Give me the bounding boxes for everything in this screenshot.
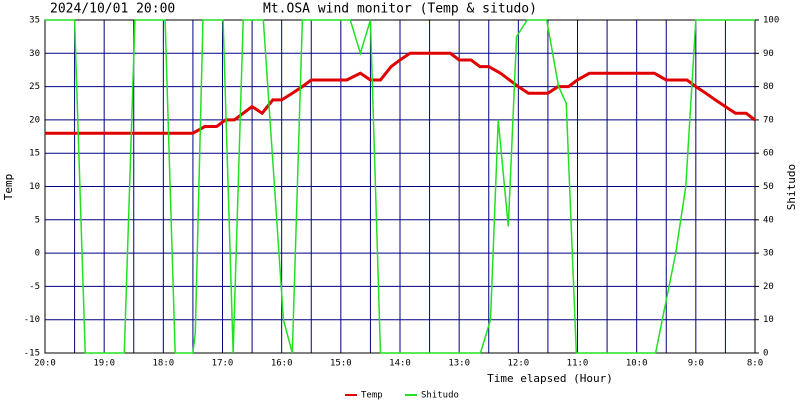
y2-tick-label: 90 (763, 49, 774, 59)
x-tick-label: 16:0 (271, 359, 293, 369)
y2-tick-label: 100 (763, 16, 779, 26)
y-axis-label: Temp (2, 174, 15, 201)
y-tick-label: 20 (29, 115, 40, 125)
x-tick-label: 14:0 (389, 359, 411, 369)
y-tick-label: 10 (29, 182, 40, 192)
y2-axis-label: Shitudo (785, 164, 798, 210)
x-tick-label: 12:0 (507, 359, 529, 369)
y2-tick-label: 40 (763, 215, 774, 225)
y-tick-label: 25 (29, 82, 40, 92)
y2-tick-label: 50 (763, 182, 774, 192)
x-tick-label: 9:0 (688, 359, 704, 369)
y2-tick-label: 30 (763, 249, 774, 259)
series-line (45, 51, 756, 135)
y-tick-label: -5 (29, 282, 40, 292)
x-tick-label: 11:0 (567, 359, 589, 369)
y2-tick-label: 80 (763, 82, 774, 92)
y-tick-label: -10 (24, 315, 40, 325)
y2-tick-label: 10 (763, 315, 774, 325)
y-tick-label: 5 (35, 215, 40, 225)
x-tick-label: 15:0 (330, 359, 352, 369)
timestamp: 2024/10/01 20:00 (50, 2, 175, 17)
y-tick-label: -15 (24, 349, 40, 359)
legend-label: Temp (361, 391, 383, 401)
chart-title: Mt.OSA wind monitor (Temp & situdo) (263, 2, 537, 17)
x-tick-label: 19:0 (93, 359, 115, 369)
y-tick-label: 35 (29, 16, 40, 26)
y-tick-label: 30 (29, 49, 40, 59)
x-tick-label: 8:0 (747, 359, 763, 369)
legend-label: Shitudo (421, 391, 459, 401)
y2-tick-label: 20 (763, 282, 774, 292)
y2-tick-label: 60 (763, 149, 774, 159)
x-tick-label: 18:0 (152, 359, 174, 369)
y2-tick-label: 70 (763, 115, 774, 125)
series-line (45, 19, 755, 354)
x-tick-label: 17:0 (212, 359, 234, 369)
x-tick-label: 10:0 (626, 359, 648, 369)
x-tick-label: 20:0 (34, 359, 56, 369)
x-tick-label: 13:0 (448, 359, 470, 369)
x-axis-label: Time elapsed (Hour) (487, 372, 613, 385)
y-tick-label: 15 (29, 149, 40, 159)
y2-tick-label: 0 (763, 349, 768, 359)
y-tick-label: 0 (35, 249, 40, 259)
